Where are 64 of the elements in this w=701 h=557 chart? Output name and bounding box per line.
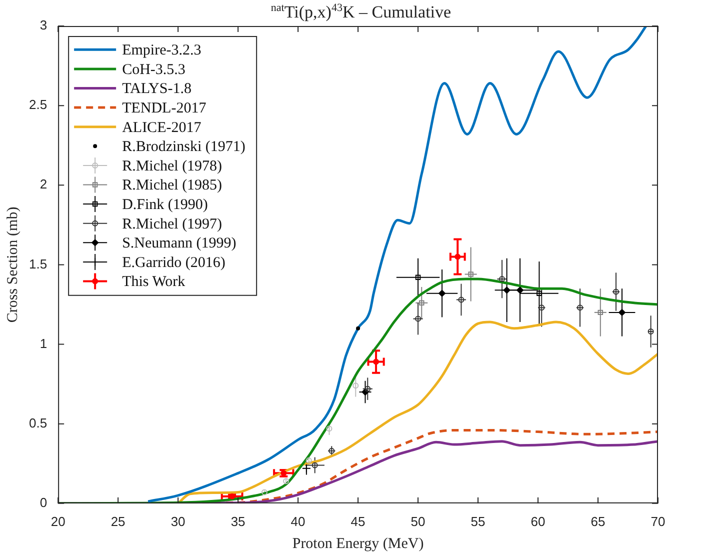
y-axis-title: Cross Section (mb): [4, 206, 21, 323]
legend-label: E.Garrido (2016): [122, 254, 226, 271]
legend-label: TALYS-1.8: [122, 81, 192, 98]
point: [306, 457, 312, 464]
x-tick-label: 30: [170, 514, 186, 529]
x-tick-label: 70: [650, 514, 666, 529]
point: [364, 386, 371, 392]
point: [468, 272, 474, 277]
point: [613, 288, 620, 295]
point: [415, 274, 421, 280]
point: [415, 316, 422, 322]
line-series: [176, 320, 658, 504]
point: [302, 464, 311, 473]
y-tick-label: 0.5: [28, 415, 48, 430]
point: [458, 296, 464, 303]
point: [312, 462, 318, 468]
point: [538, 304, 545, 311]
x-tick-label: 35: [230, 514, 246, 529]
y-tick-label: 2: [40, 176, 48, 192]
point: [598, 310, 604, 316]
legend-label: D.Fink (1990): [122, 196, 208, 213]
point: [438, 290, 446, 297]
x-tick-label: 65: [590, 514, 606, 529]
point: [536, 290, 542, 296]
y-tick-label: 1.5: [28, 256, 48, 272]
point: [503, 286, 510, 294]
y-tick-label: 0: [40, 494, 48, 510]
y-tick-label: 2.5: [28, 97, 48, 112]
point: [283, 478, 290, 484]
x-tick-label: 45: [350, 514, 366, 529]
point: [648, 328, 654, 335]
legend-label: Empire-3.2.3: [122, 42, 202, 59]
legend-label: R.Michel (1997): [122, 216, 222, 232]
x-axis-title: Proton Energy (MeV): [292, 536, 424, 552]
x-tick-label: 60: [530, 514, 546, 529]
point: [516, 286, 524, 294]
point: [577, 304, 584, 311]
point: [454, 254, 461, 260]
x-tick-label: 40: [290, 514, 306, 529]
chart-title: $^{nat}$Ti(p,x)$^{43}$K – Cumulative: [270, 2, 452, 23]
point: [499, 276, 506, 282]
point: [373, 358, 380, 365]
legend-label: S.Neumann (1999): [122, 236, 236, 252]
point: [618, 308, 626, 316]
point: [261, 489, 268, 496]
x-tick-label: 25: [110, 514, 126, 529]
legend-label: R.Michel (1978): [122, 158, 222, 174]
line-series: [58, 278, 658, 504]
legend-label: ALICE-2017: [122, 120, 202, 136]
legend-label: R.Michel (1985): [122, 178, 222, 194]
legend-label: R.Brodzinski (1971): [122, 139, 246, 156]
point: [352, 382, 359, 389]
x-tick-label: 50: [410, 514, 426, 529]
legend-label: CoH-3.5.3: [122, 62, 186, 78]
legend-label: This Work: [122, 274, 186, 290]
point: [419, 300, 424, 306]
y-tick-label: 3: [40, 18, 48, 33]
legend-label: TENDL-2017: [122, 100, 207, 116]
x-tick-label: 20: [50, 514, 66, 529]
point: [326, 426, 332, 432]
y-tick-label: 1: [40, 336, 48, 351]
point: [356, 326, 360, 330]
x-tick-label: 55: [470, 514, 486, 529]
point: [328, 448, 335, 454]
